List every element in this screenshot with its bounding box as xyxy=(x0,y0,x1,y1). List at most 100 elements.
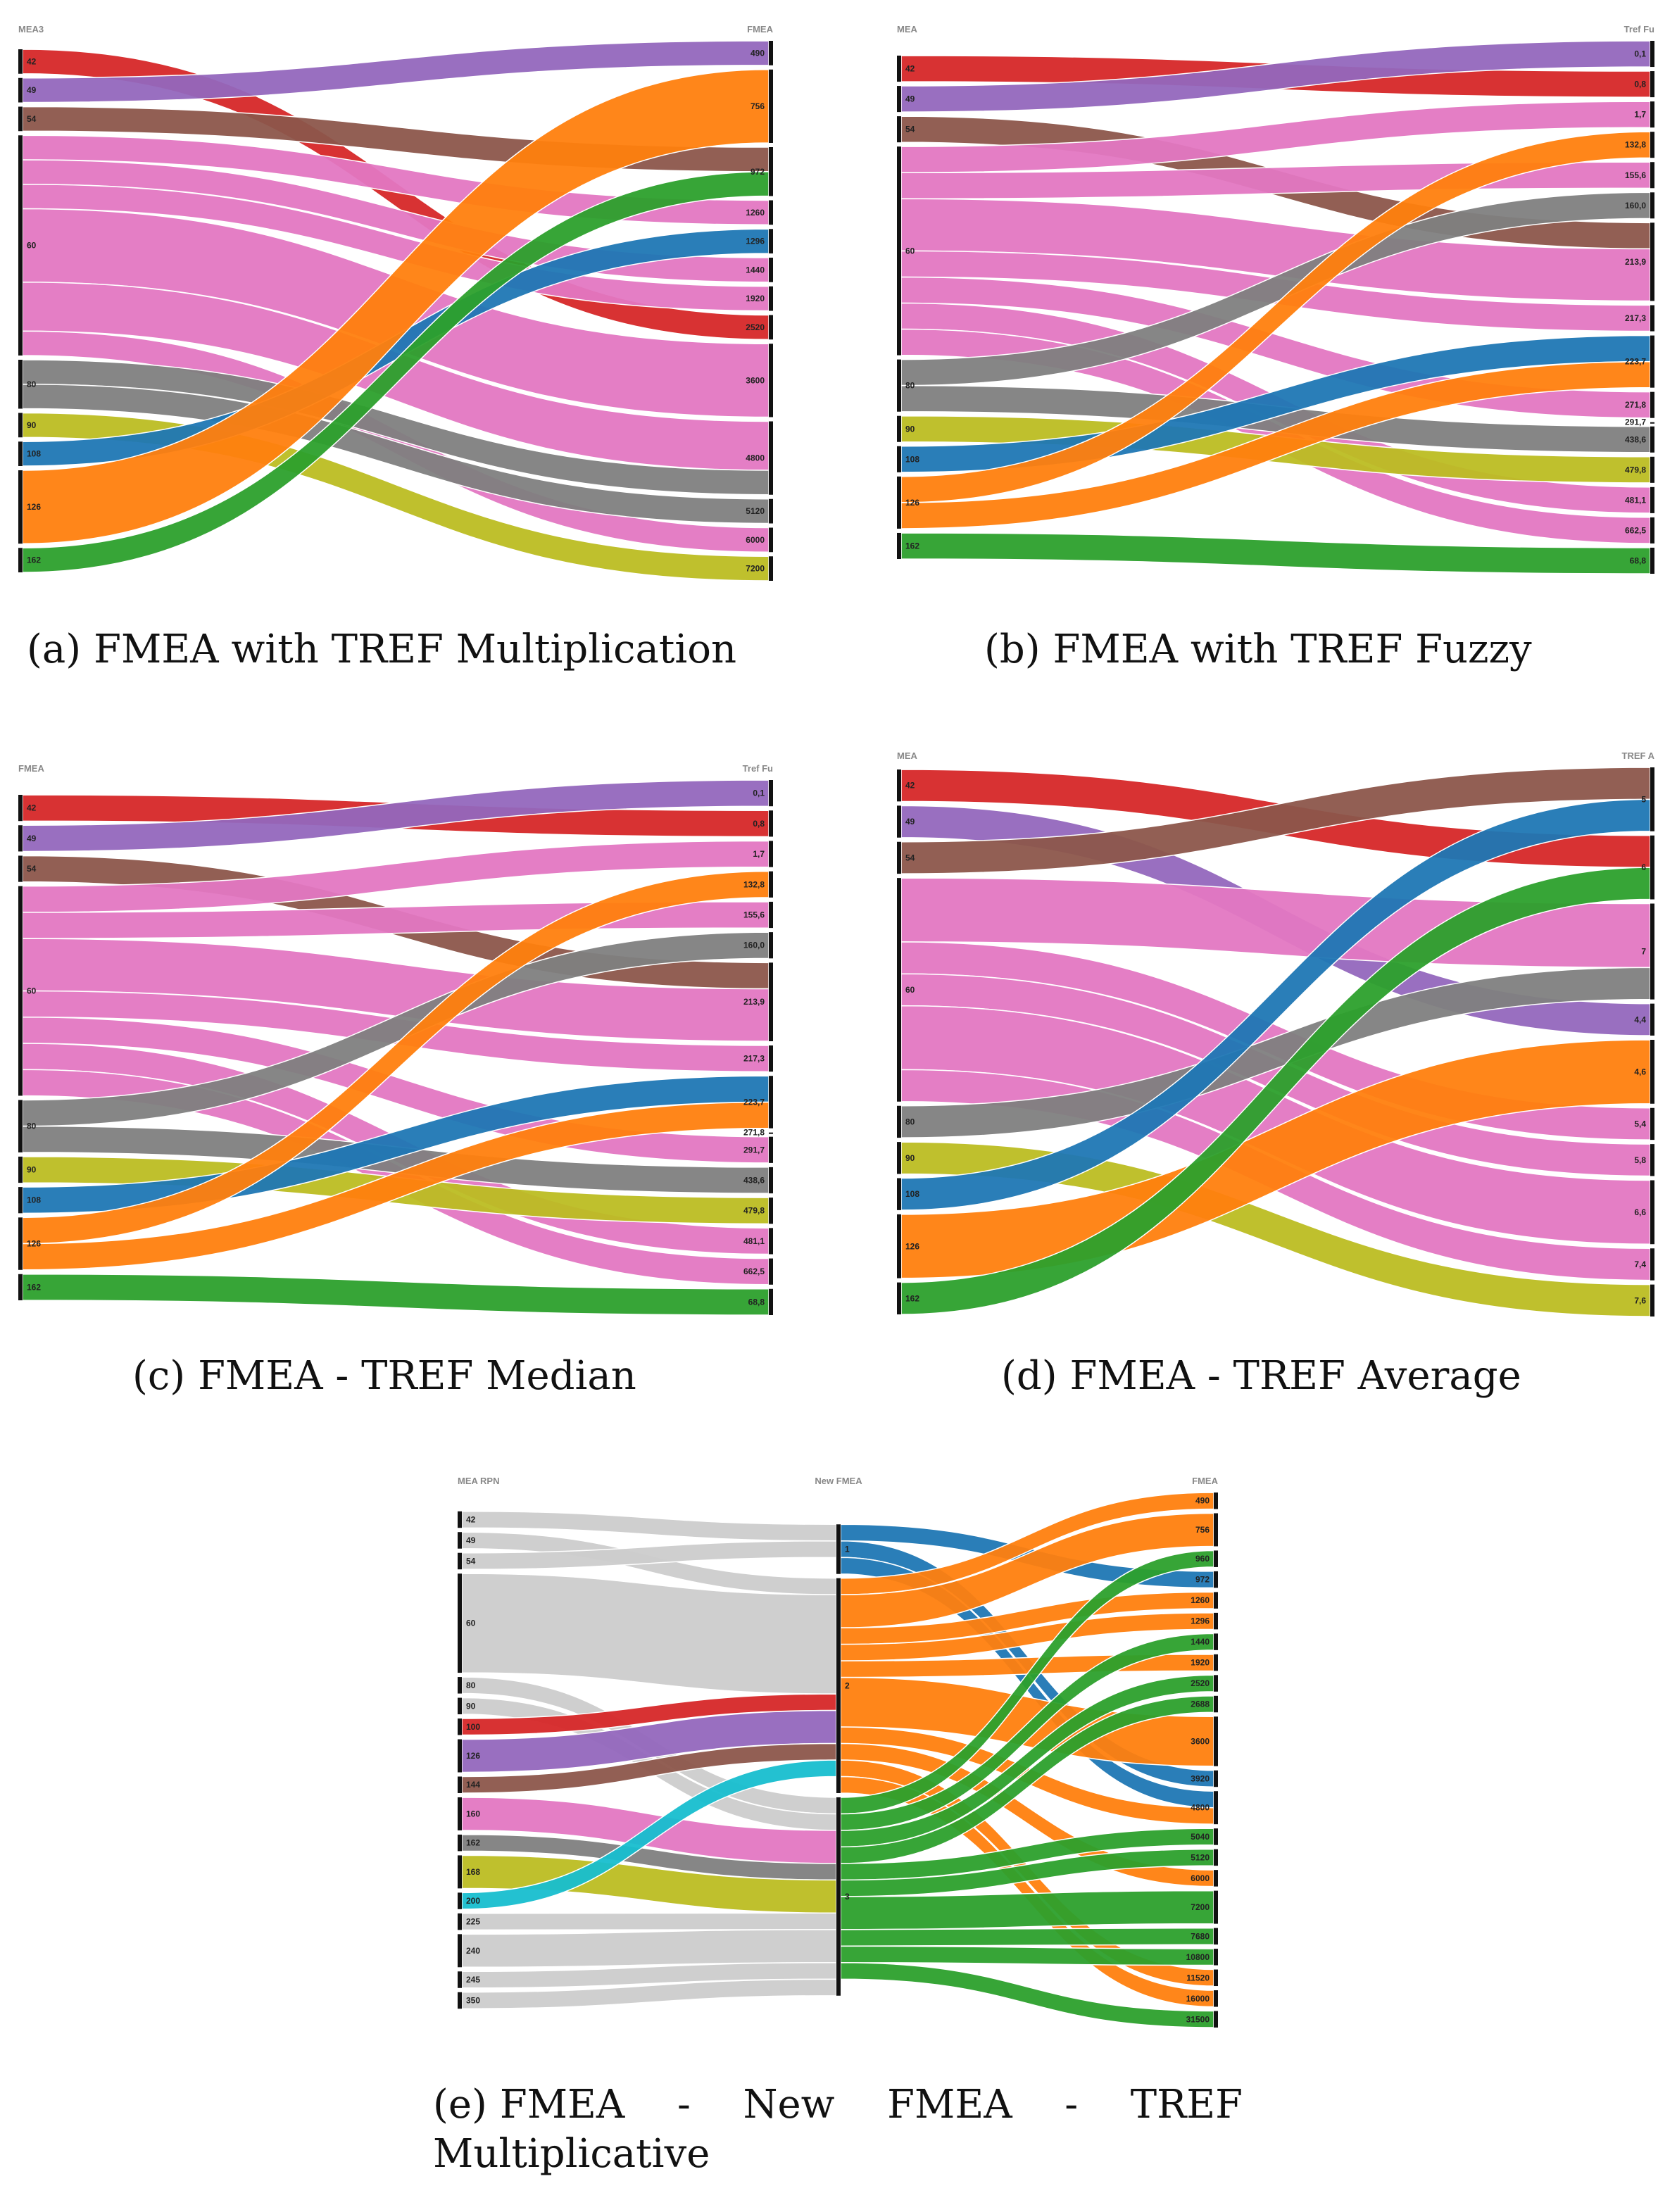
node-2688 xyxy=(1214,1695,1218,1713)
node-label-80: 80 xyxy=(466,1680,476,1690)
node-label-662-5: 662,5 xyxy=(1625,525,1646,535)
node-4-4 xyxy=(1650,1003,1654,1036)
node-label-3: 3 xyxy=(845,1892,850,1902)
node-label-6: 6 xyxy=(1641,862,1646,872)
sankey-panel-d: 42 49 54 60 80 90 108 126 162 MEA 5 6 7 4,4 4,6 5,4 5,8 6… xyxy=(873,739,1677,1345)
node-label-479-8: 479,8 xyxy=(743,1206,765,1216)
node-0-1 xyxy=(769,780,773,807)
node-label-80: 80 xyxy=(905,1117,915,1126)
node-label-6000: 6000 xyxy=(1191,1873,1210,1883)
column-header-0: MEA xyxy=(897,24,918,34)
link-3-to-1440 xyxy=(840,1633,1214,1831)
node-label-479-8: 479,8 xyxy=(1625,465,1646,475)
node-label-972: 972 xyxy=(1195,1575,1210,1585)
node-160 xyxy=(458,1797,462,1830)
sankey-panel-a: 42 49 54 60 80 90 108 126 162 MEA3 490 756 972 1260 12… xyxy=(0,0,838,605)
node-label-90: 90 xyxy=(27,420,37,430)
node-label-756: 756 xyxy=(1195,1525,1210,1535)
node-label-5040: 5040 xyxy=(1191,1832,1210,1842)
node-label-162: 162 xyxy=(466,1838,480,1848)
node-217-3 xyxy=(1650,305,1654,332)
node-label-49: 49 xyxy=(27,834,37,843)
node-label-350: 350 xyxy=(466,1996,480,2006)
node-90 xyxy=(458,1697,462,1715)
node-label-60: 60 xyxy=(466,1619,476,1628)
node-1920 xyxy=(1214,1654,1218,1671)
node-0-1 xyxy=(1650,41,1654,68)
node-label-1440: 1440 xyxy=(1191,1637,1210,1647)
sankey-panel-c: 42 49 54 60 80 90 108 126 162 FMEA 0,1 0,8 1,7 132,8 1… xyxy=(0,739,838,1345)
sankey-chart-c: 42 49 54 60 80 90 108 126 162 FMEA 0,1 0,8 1,7 132,8 1… xyxy=(18,763,773,1316)
node-label-217-3: 217,3 xyxy=(1625,313,1646,323)
sankey-panel-b: 42 49 54 60 80 90 108 126 162 MEA 0,1 0,8 1,7 132,8 15… xyxy=(873,0,1677,605)
node-162 xyxy=(897,532,901,559)
node-label-960: 960 xyxy=(1195,1554,1210,1564)
node-label-126: 126 xyxy=(27,502,41,512)
node-155-6 xyxy=(1650,162,1654,189)
column-header-1: Tref Fu xyxy=(1624,24,1654,34)
node-label-42: 42 xyxy=(466,1514,476,1524)
node-label-90: 90 xyxy=(466,1701,476,1711)
node-label-162: 162 xyxy=(27,555,41,565)
node-label-225: 225 xyxy=(466,1917,480,1927)
node-213-9 xyxy=(1650,222,1654,301)
link-162-to-68-8 xyxy=(22,1274,770,1316)
node-label-80: 80 xyxy=(27,379,37,389)
node-42 xyxy=(18,49,23,74)
links-group xyxy=(900,767,1651,1317)
link-3-to-2520 xyxy=(840,1674,1214,1848)
node-225 xyxy=(458,1913,462,1930)
node-6 xyxy=(1650,835,1654,900)
node-label-54: 54 xyxy=(27,114,37,124)
link-126-to-223-7 xyxy=(900,360,1651,529)
node-11520 xyxy=(1214,1969,1218,1987)
node-label-481-1: 481,1 xyxy=(743,1236,765,1246)
node-6000 xyxy=(1214,1870,1218,1887)
node-7-6 xyxy=(1650,1284,1654,1316)
node-7 xyxy=(1650,903,1654,1000)
column-header-0: FMEA xyxy=(18,763,44,774)
node-label-108: 108 xyxy=(27,449,41,459)
sankey-chart-d: 42 49 54 60 80 90 108 126 162 MEA 5 6 7 4,4 4,6 5,4 5,8 6… xyxy=(897,750,1655,1317)
node-90 xyxy=(897,415,901,442)
link-162-to-68-8 xyxy=(900,532,1651,574)
node-label-60: 60 xyxy=(905,246,915,256)
node-label-4800: 4800 xyxy=(746,453,765,463)
node-108 xyxy=(897,1178,901,1210)
node-42 xyxy=(18,795,23,822)
node-label-10800: 10800 xyxy=(1186,1952,1210,1962)
node-960 xyxy=(1214,1550,1218,1567)
node-126 xyxy=(18,1217,23,1270)
node-240 xyxy=(458,1934,462,1968)
node-5120 xyxy=(769,498,773,524)
node-162 xyxy=(18,548,23,572)
node-972 xyxy=(769,147,773,196)
node-label-7-6: 7,6 xyxy=(1634,1295,1646,1305)
node-80 xyxy=(897,359,901,412)
node-42 xyxy=(897,56,901,82)
node-label-4-6: 4,6 xyxy=(1634,1067,1646,1076)
node-label-490: 490 xyxy=(750,48,765,58)
node-label-80: 80 xyxy=(27,1121,37,1131)
node-162 xyxy=(18,1274,23,1300)
node-481-1 xyxy=(1650,486,1654,513)
node-label-60: 60 xyxy=(27,241,37,251)
link-3-to-7200 xyxy=(840,1890,1214,1930)
caption-text-b: FMEA with TREF Fuzzy xyxy=(1053,627,1532,672)
caption-text-d: FMEA - TREF Average xyxy=(1069,1353,1521,1399)
node-60 xyxy=(897,878,901,1102)
node-label-16000: 16000 xyxy=(1186,1994,1210,2004)
node-label-54: 54 xyxy=(466,1556,476,1566)
caption-letter-e: (e) xyxy=(433,2082,487,2128)
caption-letter-d: (d) xyxy=(1001,1353,1057,1399)
node-10800 xyxy=(1214,1949,1218,1966)
node-3600 xyxy=(769,344,773,417)
node-132-8 xyxy=(769,871,773,898)
node-label-5-4: 5,4 xyxy=(1634,1119,1646,1129)
node-label-126: 126 xyxy=(466,1751,480,1761)
column-header-0: MEA3 xyxy=(18,24,44,34)
node-label-42: 42 xyxy=(27,803,37,813)
node-54 xyxy=(897,116,901,143)
node-126 xyxy=(458,1739,462,1773)
node-label-213-9: 213,9 xyxy=(1625,257,1646,267)
